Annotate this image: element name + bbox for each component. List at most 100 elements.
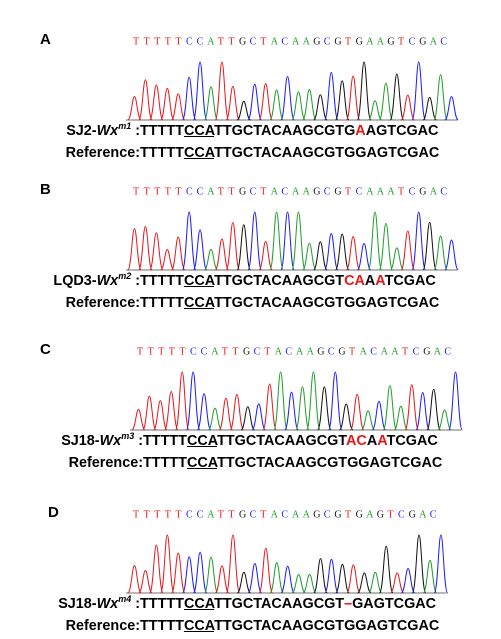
sequence: TTTTTCCATTGCTACAAGCGT–GAGTCGAC: [140, 596, 436, 612]
base-call: A: [360, 346, 368, 357]
reference-label: Reference:: [65, 618, 140, 634]
allele: Wx: [96, 596, 119, 612]
trace-peak: [400, 94, 416, 121]
base-call: T: [165, 509, 171, 520]
base-call: A: [430, 186, 438, 197]
base-call: A: [207, 36, 215, 47]
trace-peak: [390, 572, 405, 594]
trace-peak: [334, 80, 350, 121]
trace-peak: [422, 96, 437, 121]
sequence-segment: CCA: [183, 123, 215, 139]
trace-peak: [367, 211, 383, 271]
trace-peak: [127, 228, 142, 271]
trace-peak: [422, 559, 438, 594]
trace-peak: [236, 100, 251, 121]
trace-peak: [258, 83, 273, 121]
trace-peak: [411, 211, 427, 271]
trace-peak: [284, 391, 299, 431]
trace-peak: [444, 96, 459, 121]
trace-peak: [258, 547, 274, 594]
trace-peak: [192, 551, 208, 594]
sequence: TTTTTCCATTGCTACAAGCGTGGAGTCGAC: [140, 145, 439, 161]
trace-peak: [378, 545, 394, 594]
base-call: T: [260, 36, 266, 47]
base-call: T: [154, 36, 160, 47]
trace-peak: [324, 558, 339, 594]
trace-peak: [302, 88, 317, 121]
base-call: G: [409, 509, 416, 520]
base-call: A: [271, 186, 279, 197]
base-call: C: [250, 509, 257, 520]
base-call: A: [303, 36, 311, 47]
base-call: C: [409, 186, 416, 197]
sequence-segment: TCGAC: [384, 273, 436, 289]
sequence-segment: TTTTT: [143, 433, 187, 449]
base-call: C: [250, 186, 257, 197]
trace-peak: [269, 89, 284, 121]
base-call: A: [387, 186, 395, 197]
trace-peak: [214, 238, 230, 271]
reference-label: Reference:: [65, 145, 140, 161]
trace-peak: [247, 83, 263, 121]
trace-peak: [382, 385, 398, 431]
trace-peak: [214, 565, 230, 594]
sequence-segment: TTTTT: [140, 618, 184, 634]
base-call: T: [345, 509, 351, 520]
base-call: T: [144, 186, 150, 197]
base-call: C: [250, 36, 257, 47]
trace-peak: [192, 229, 208, 271]
base-call: T: [133, 186, 139, 197]
base-call: G: [356, 36, 363, 47]
trace-peak: [160, 249, 175, 271]
base-call: C: [281, 509, 288, 520]
allele: Wx: [99, 433, 122, 449]
base-call: C: [186, 36, 193, 47]
sample-name: SJ18-: [58, 596, 97, 612]
trace-peak: [127, 96, 142, 121]
base-call: T: [175, 509, 181, 520]
base-call: T: [175, 36, 181, 47]
base-call: T: [179, 346, 185, 357]
trace-peak: [203, 86, 219, 121]
allele-sup: m1: [118, 121, 132, 132]
line-label: Reference:: [66, 618, 140, 634]
trace-peak: [393, 405, 409, 431]
trace-peak: [131, 408, 146, 431]
base-call: T: [218, 186, 224, 197]
panel-label: D: [48, 504, 59, 521]
trace-peak: [356, 61, 372, 121]
trace-peak: [361, 410, 376, 431]
base-call: T: [137, 346, 143, 357]
base-call: T: [218, 509, 224, 520]
trace-peak: [448, 371, 463, 431]
base-call: G: [313, 36, 320, 47]
separator: :: [131, 596, 140, 612]
base-call: A: [377, 36, 385, 47]
line-label: Reference:: [69, 455, 143, 471]
sequence-segment: GAGTCGAC: [352, 596, 437, 612]
base-call: A: [391, 346, 399, 357]
base-call: C: [324, 36, 331, 47]
sequence-segment: A: [366, 433, 378, 449]
trace-peak: [338, 403, 354, 431]
base-call: T: [165, 36, 171, 47]
sequence-segment: AGTCGAC: [365, 123, 439, 139]
trace-peak: [411, 61, 427, 121]
base-call: C: [186, 509, 193, 520]
base-call: C: [281, 186, 288, 197]
sequence: TTTTTCCATTGCTACAAGCGTACAATCGAC: [143, 433, 438, 449]
trace-peak: [437, 409, 452, 431]
base-call: T: [228, 509, 234, 520]
trace-peak: [371, 400, 387, 431]
trace-peak: [280, 211, 295, 271]
sequence-segment: CCA: [183, 295, 215, 311]
base-call: G: [239, 509, 246, 520]
base-call: C: [324, 186, 331, 197]
trace-peak: [170, 93, 186, 121]
trace-peak: [207, 407, 223, 431]
trace-peak: [426, 388, 441, 431]
trace-peak: [138, 570, 153, 594]
base-call: T: [228, 186, 234, 197]
trace-peak: [236, 224, 252, 271]
